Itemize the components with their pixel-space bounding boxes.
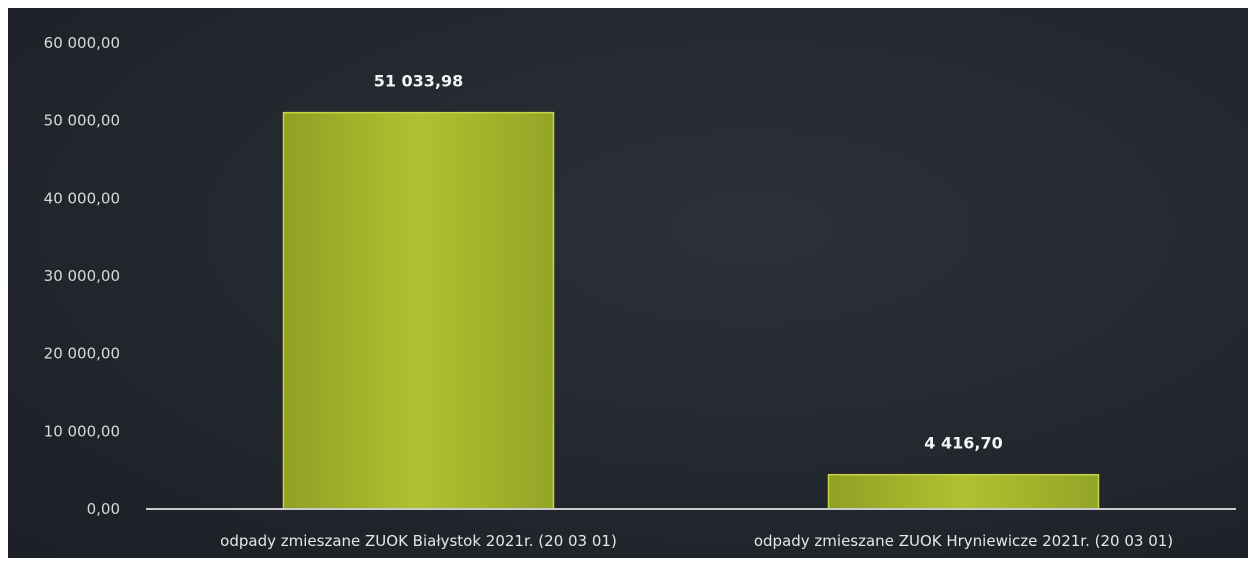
bar-chart: 0,00 10 000,00 20 000,00 30 000,00 40 000,00… — [44, 34, 1236, 550]
y-tick-label: 40 000,00 — [44, 189, 120, 207]
y-tick-label: 0,00 — [87, 500, 120, 518]
data-label: 4 416,70 — [924, 434, 1002, 453]
bar — [282, 111, 555, 510]
bars — [282, 111, 1100, 510]
bar — [827, 473, 1100, 510]
y-axis-ticks: 0,00 10 000,00 20 000,00 30 000,00 40 000,00… — [44, 34, 120, 518]
data-labels: 51 033,98 4 416,70 — [374, 72, 1003, 453]
y-tick-label: 50 000,00 — [44, 112, 120, 130]
category-label: odpady zmieszane ZUOK Białystok 2021r. (… — [220, 532, 617, 550]
chart-panel: 0,00 10 000,00 20 000,00 30 000,00 40 000,00… — [8, 8, 1248, 558]
y-tick-label: 10 000,00 — [44, 422, 120, 440]
y-tick-label: 60 000,00 — [44, 34, 120, 52]
y-tick-label: 20 000,00 — [44, 345, 120, 363]
y-tick-label: 30 000,00 — [44, 267, 120, 285]
category-label: odpady zmieszane ZUOK Hryniewicze 2021r.… — [754, 532, 1173, 550]
data-label: 51 033,98 — [374, 72, 464, 91]
category-labels: odpady zmieszane ZUOK Białystok 2021r. (… — [220, 532, 1173, 550]
